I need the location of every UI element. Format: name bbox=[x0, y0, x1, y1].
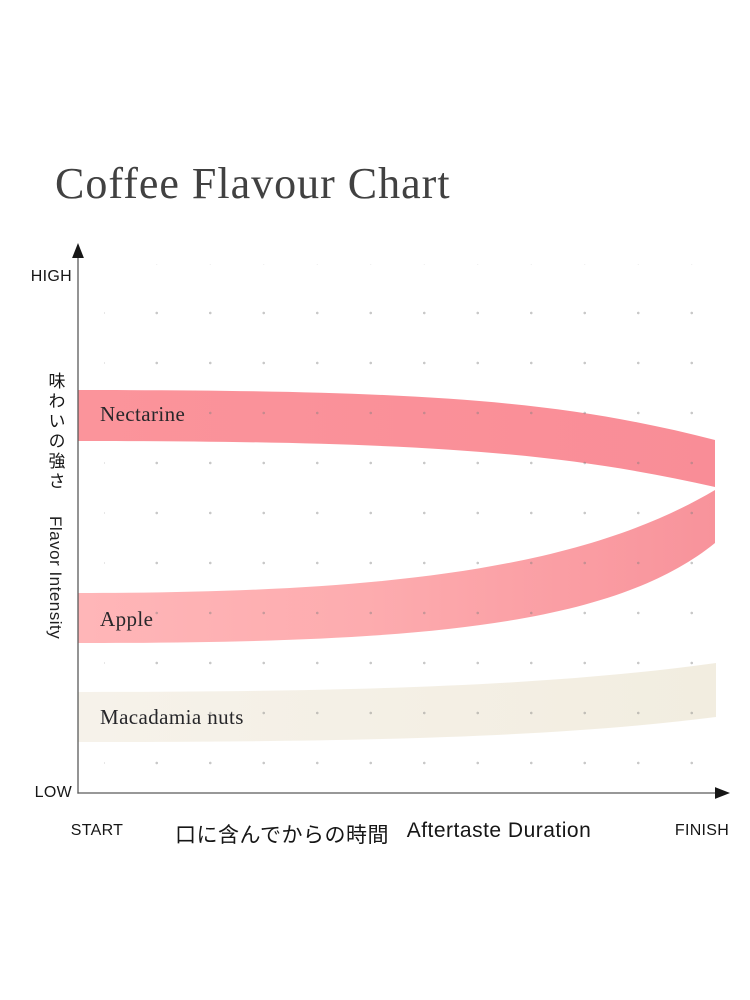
band-label-apple: Apple bbox=[100, 607, 154, 631]
band-label-macadamia: Macadamia nuts bbox=[100, 705, 244, 729]
x-axis-title-japanese: 口に含んでからの時間 bbox=[175, 824, 389, 847]
band-label-nectarine: Nectarine bbox=[100, 402, 186, 426]
page-title: Coffee Flavour Chart bbox=[55, 159, 451, 208]
y-axis-arrow-icon bbox=[72, 243, 84, 258]
y-axis-low-label: LOW bbox=[34, 784, 72, 801]
y-axis-high-label: HIGH bbox=[30, 268, 72, 285]
band-macadamia bbox=[78, 663, 716, 742]
band-apple bbox=[78, 490, 715, 643]
x-axis-finish-label: FINISH bbox=[674, 822, 730, 839]
band-nectarine bbox=[78, 390, 715, 487]
x-axis-start-label: START bbox=[70, 822, 124, 839]
y-axis-title-english: Flavor Intensity bbox=[46, 516, 65, 640]
x-axis-title-english: Aftertaste Duration bbox=[406, 819, 592, 842]
x-axis-arrow-icon bbox=[715, 787, 730, 799]
y-axis-title-japanese: 味わいの強さ bbox=[45, 372, 65, 492]
